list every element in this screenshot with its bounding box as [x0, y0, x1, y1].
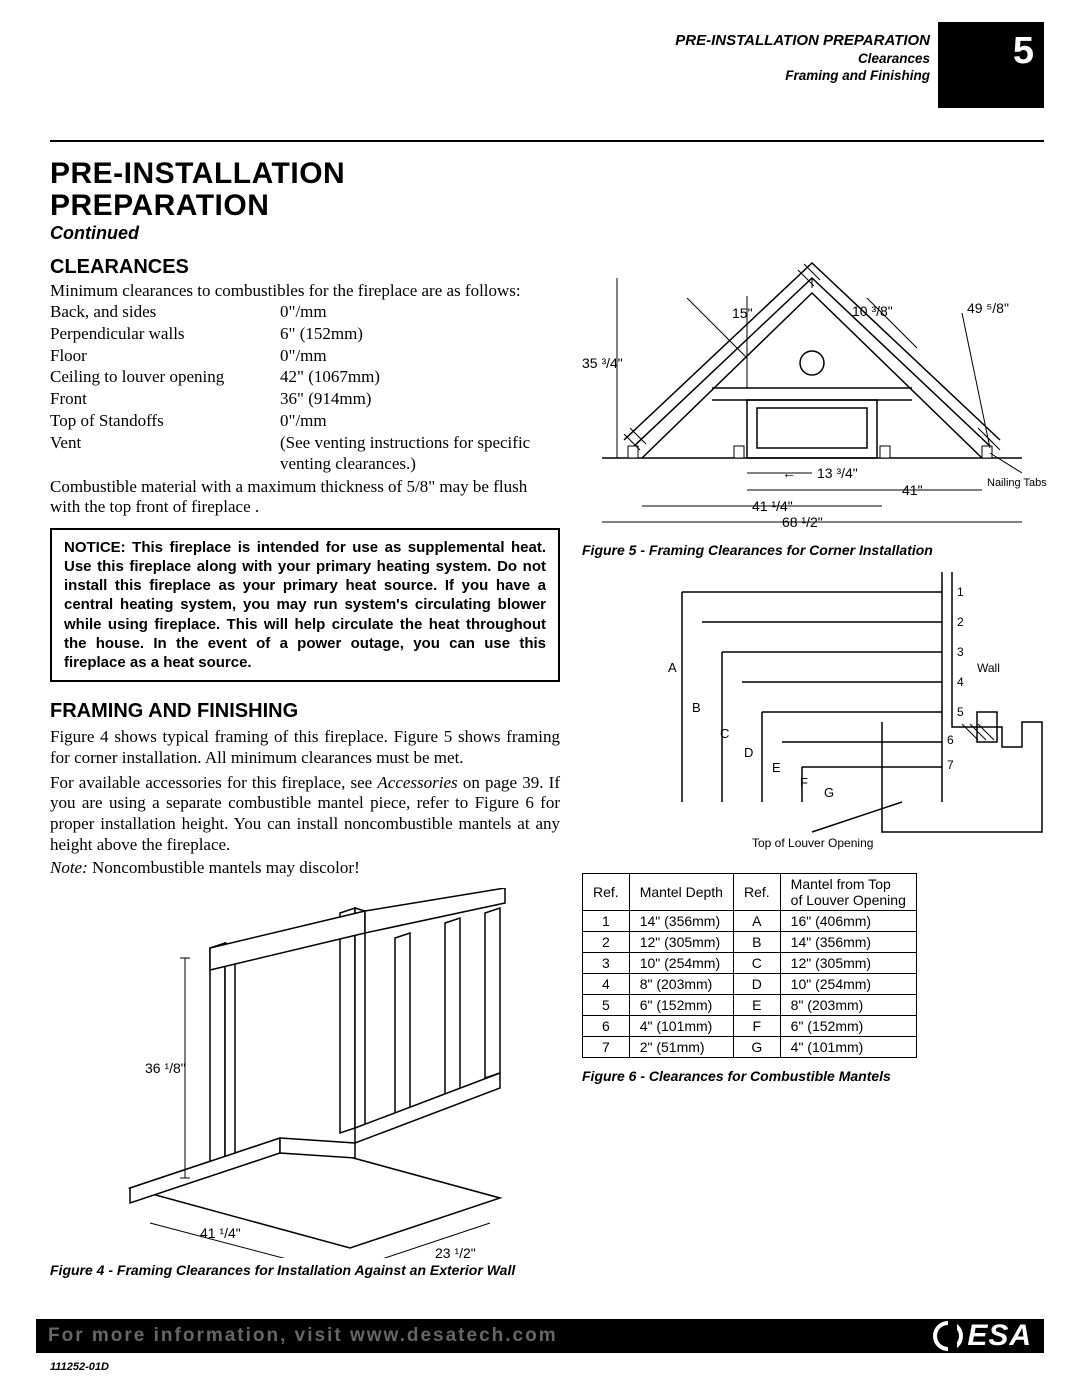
figure-4: 36 ¹/8" 41 ¹/4" 23 ¹/2" — [90, 888, 520, 1258]
footer-bar: For more information, visit www.desatech… — [36, 1319, 1044, 1353]
svg-text:Nailing Tabs: Nailing Tabs — [987, 477, 1047, 489]
svg-text:C: C — [720, 726, 729, 741]
table-row: Ref. Mantel Depth Ref. Mantel from Topof… — [583, 873, 917, 910]
table-row: 114" (356mm)A16" (406mm) — [583, 910, 917, 931]
svg-text:35 ³/4": 35 ³/4" — [582, 355, 623, 371]
svg-text:F: F — [800, 775, 808, 790]
fig4-dim-w: 41 ¹/4" — [200, 1225, 241, 1241]
clear-row: Ceiling to louver opening42" (1067mm) — [50, 366, 560, 388]
desa-logo: ESA — [933, 1319, 1032, 1353]
clearances-heading: CLEARANCES — [50, 256, 560, 279]
framing-p1: Figure 4 shows typical framing of this f… — [50, 727, 560, 768]
svg-text:1: 1 — [957, 585, 964, 599]
svg-text:10 ³/8": 10 ³/8" — [852, 303, 893, 319]
clear-row: Floor0"/mm — [50, 345, 560, 367]
section-title-2: PREPARATION — [50, 190, 560, 222]
svg-text:B: B — [692, 700, 701, 715]
framing-p2: For available accessories for this firep… — [50, 773, 560, 856]
figure-6: 1 2 3 4 5 6 7 Wall A B C D E F G Top of … — [582, 572, 1047, 867]
clear-row: Top of Standoffs0"/mm — [50, 410, 560, 432]
svg-text:2: 2 — [957, 615, 964, 629]
page-number: 5 — [1013, 30, 1034, 73]
continued-label: Continued — [50, 223, 560, 244]
clear-row: Front36" (914mm) — [50, 388, 560, 410]
right-column: 15" 10 ³/8" 49 ⁵/8" 35 ³/4" ← 13 ³/4" 41… — [582, 258, 1047, 1085]
clear-row: Perpendicular walls6" (152mm) — [50, 323, 560, 345]
svg-text:41": 41" — [902, 482, 923, 498]
hdr-line3: Framing and Finishing — [675, 68, 930, 85]
document-number: 111252-01D — [50, 1361, 109, 1373]
logo-text: ESA — [967, 1319, 1032, 1353]
svg-text:68 ¹/2": 68 ¹/2" — [782, 514, 823, 530]
svg-text:A: A — [668, 660, 677, 675]
table-row: 212" (305mm)B14" (356mm) — [583, 931, 917, 952]
header-rule — [50, 140, 1044, 142]
fig6-caption: Figure 6 - Clearances for Combustible Ma… — [582, 1068, 1047, 1086]
fig4-dim-d: 23 ¹/2" — [435, 1245, 476, 1258]
svg-text:6: 6 — [947, 733, 954, 747]
svg-text:G: G — [824, 785, 834, 800]
svg-text:3: 3 — [957, 645, 964, 659]
logo-icon — [933, 1321, 963, 1351]
table-row: 72" (51mm)G4" (101mm) — [583, 1036, 917, 1057]
svg-text:5: 5 — [957, 705, 964, 719]
svg-text:13 ³/4": 13 ³/4" — [817, 465, 858, 481]
notice-box: NOTICE: This fireplace is intended for u… — [50, 528, 560, 682]
figure-5: 15" 10 ³/8" 49 ⁵/8" 35 ³/4" ← 13 ³/4" 41… — [582, 258, 1047, 538]
fig4-caption: Figure 4 - Framing Clearances for Instal… — [50, 1262, 560, 1280]
footer-text: For more information, visit www.desatech… — [48, 1325, 558, 1347]
clearances-after: Combustible material with a maximum thic… — [50, 477, 560, 518]
svg-text:E: E — [772, 760, 781, 775]
fig4-dim-h: 36 ¹/8" — [145, 1060, 186, 1076]
clear-row: Back, and sides0"/mm — [50, 301, 560, 323]
svg-text:4: 4 — [957, 675, 964, 689]
svg-text:7: 7 — [947, 758, 954, 772]
svg-text:49 ⁵/8": 49 ⁵/8" — [967, 300, 1009, 316]
left-column: PRE-INSTALLATION PREPARATION Continued C… — [50, 158, 560, 1280]
svg-text:←: ← — [782, 465, 796, 481]
svg-text:Top of Louver Opening: Top of Louver Opening — [752, 836, 873, 850]
framing-note: Note: Noncombustible mantels may discolo… — [50, 858, 560, 879]
clearances-intro: Minimum clearances to combustibles for t… — [50, 281, 560, 301]
table-row: 310" (254mm)C12" (305mm) — [583, 952, 917, 973]
table-row: 64" (101mm)F6" (152mm) — [583, 1015, 917, 1036]
table-row: 56" (152mm)E8" (203mm) — [583, 994, 917, 1015]
table-row: 48" (203mm)D10" (254mm) — [583, 973, 917, 994]
svg-text:41 ¹/4": 41 ¹/4" — [752, 498, 793, 514]
header-title-block: PRE-INSTALLATION PREPARATION Clearances … — [675, 32, 930, 85]
mantel-table: Ref. Mantel Depth Ref. Mantel from Topof… — [582, 873, 917, 1058]
svg-text:15": 15" — [732, 305, 753, 321]
svg-text:Wall: Wall — [977, 661, 1000, 675]
hdr-line1: PRE-INSTALLATION PREPARATION — [675, 32, 930, 51]
clear-row: Vent(See venting instructions for specif… — [50, 432, 560, 476]
section-title-1: PRE-INSTALLATION — [50, 158, 560, 190]
framing-heading: FRAMING AND FINISHING — [50, 700, 560, 723]
fig5-caption: Figure 5 - Framing Clearances for Corner… — [582, 542, 1047, 560]
svg-text:D: D — [744, 745, 753, 760]
hdr-line2: Clearances — [675, 51, 930, 68]
